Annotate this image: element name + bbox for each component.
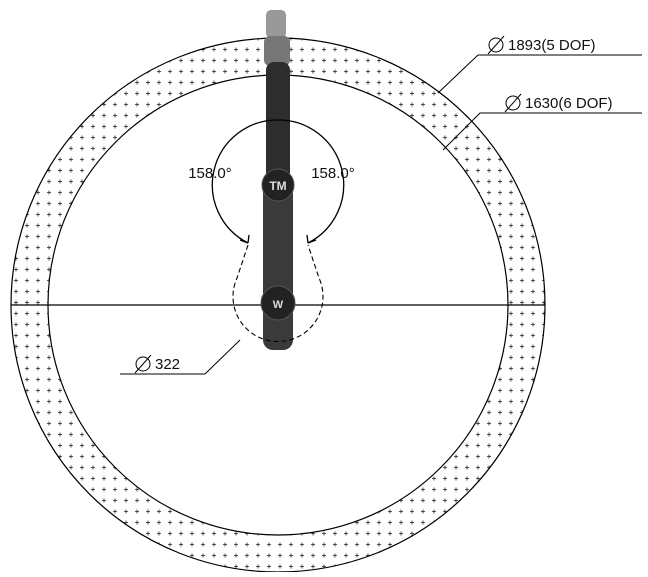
- inner-diameter-label: 1630(6 DOF): [525, 95, 613, 112]
- outer-diameter-label: 1893(5 DOF): [508, 37, 596, 54]
- svg-text:TM: TM: [269, 179, 286, 193]
- base-diameter-label: 322: [155, 356, 180, 373]
- angle-label: 158.0°: [188, 165, 232, 182]
- robot-arm: TM W: [261, 10, 295, 350]
- angle-label: 158.0°: [311, 165, 355, 182]
- workspace-diagram: TM W 158.0° 158.0° 1893(5 DOF) 1630(6 DO…: [0, 0, 648, 572]
- svg-text:W: W: [273, 299, 284, 311]
